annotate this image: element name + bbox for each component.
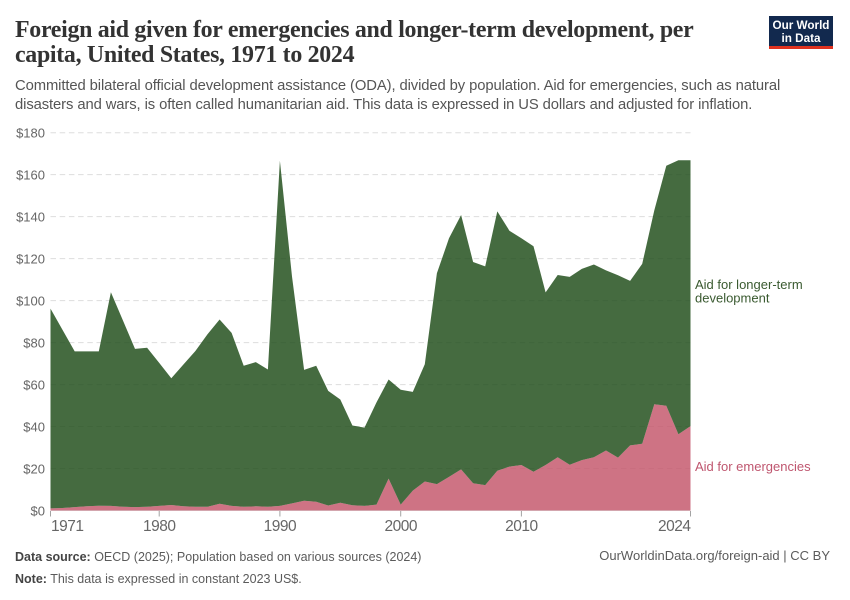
svg-text:$160: $160 [16, 168, 45, 183]
svg-text:development: development [695, 291, 770, 306]
svg-text:$120: $120 [16, 252, 45, 267]
svg-text:2024: 2024 [658, 518, 691, 535]
svg-text:Aid for longer-term: Aid for longer-term [695, 277, 803, 292]
svg-text:$20: $20 [23, 462, 45, 477]
svg-text:2000: 2000 [384, 518, 417, 535]
svg-text:$80: $80 [23, 336, 45, 351]
svg-text:1990: 1990 [264, 518, 297, 535]
svg-text:1971: 1971 [51, 518, 83, 535]
svg-text:Aid for emergencies: Aid for emergencies [695, 459, 811, 474]
svg-text:2010: 2010 [505, 518, 538, 535]
svg-text:$0: $0 [31, 504, 45, 519]
svg-text:$60: $60 [23, 378, 45, 393]
svg-text:$100: $100 [16, 294, 45, 309]
svg-text:$40: $40 [23, 420, 45, 435]
svg-text:$140: $140 [16, 210, 45, 225]
svg-text:1980: 1980 [143, 518, 176, 535]
svg-text:$180: $180 [16, 126, 45, 141]
